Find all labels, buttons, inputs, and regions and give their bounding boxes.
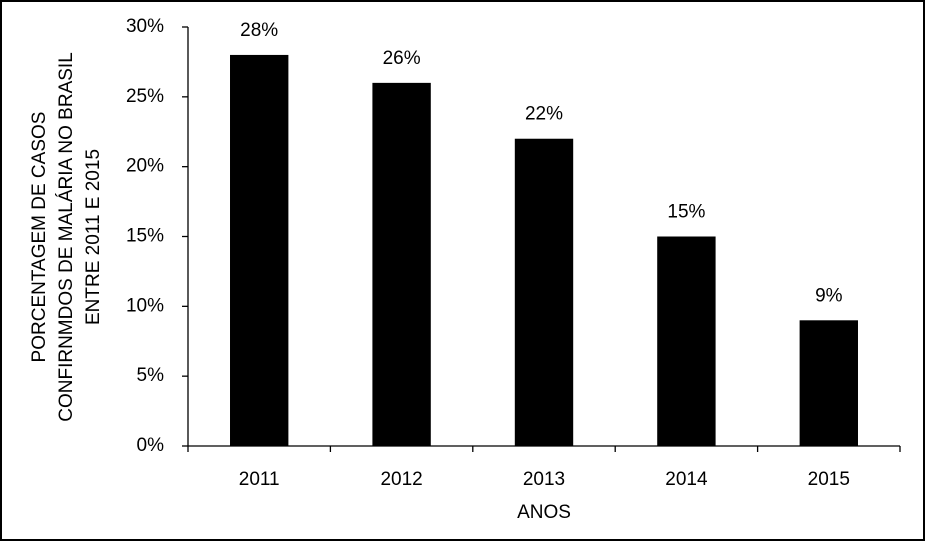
value-label: 15%	[667, 202, 705, 223]
y-tick-label: 0%	[137, 435, 165, 456]
bar	[230, 54, 289, 446]
bar	[372, 82, 431, 446]
x-tick-label: 2013	[523, 469, 565, 490]
bar	[799, 320, 858, 446]
x-tick-label: 2014	[665, 469, 708, 490]
y-tick-label: 10%	[126, 295, 164, 316]
y-tick-label: 25%	[126, 86, 164, 107]
x-tick-label: 2015	[808, 469, 850, 490]
x-tick-label: 2012	[380, 469, 422, 490]
bar	[657, 236, 716, 446]
y-tick-label: 30%	[126, 16, 164, 37]
value-label: 28%	[240, 20, 278, 41]
value-label: 26%	[383, 48, 421, 69]
y-tick-label: 5%	[137, 365, 165, 386]
y-axis-label: PORCENTAGEM DE CASOS	[29, 112, 50, 363]
y-axis-label: ENTRE 2011 E 2015	[83, 149, 104, 325]
x-axis-label: ANOS	[517, 502, 571, 523]
bar	[514, 138, 574, 446]
x-tick-label: 2011	[239, 469, 280, 490]
value-label: 22%	[525, 104, 563, 125]
y-tick-label: 15%	[126, 226, 164, 247]
y-tick-label: 20%	[126, 156, 164, 177]
value-label: 9%	[815, 285, 843, 306]
y-axis-label: CONFIRNMDOS DE MALÁRIA NO BRASIL	[56, 52, 77, 422]
